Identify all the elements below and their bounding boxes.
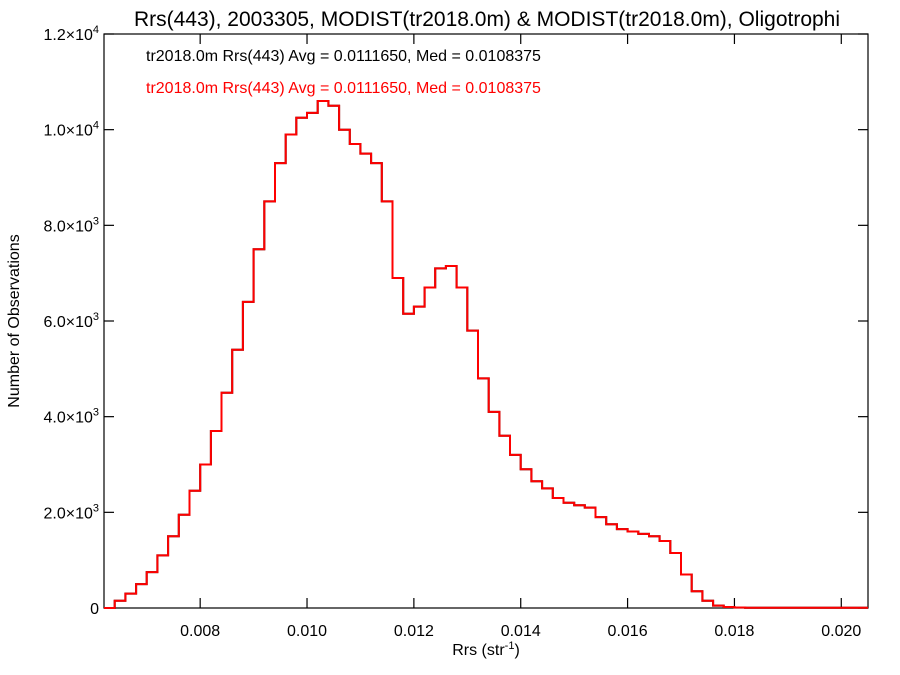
x-tick-label-2: 0.012	[394, 623, 434, 640]
x-tick-label-4: 0.016	[608, 623, 648, 640]
y-tick-label-5: 1.0×104	[43, 120, 99, 140]
chart-title: Rrs(443), 2003305, MODIST(tr2018.0m) & M…	[134, 8, 840, 31]
y-tick-label-6: 1.2×104	[43, 24, 99, 44]
x-tick-label-3: 0.014	[501, 623, 541, 640]
legend-entry-2: tr2018.0m Rrs(443) Avg = 0.0111650, Med …	[146, 80, 541, 97]
x-tick-label-5: 0.018	[714, 623, 754, 640]
x-tick-label-0: 0.008	[180, 623, 220, 640]
y-axis: 0 2.0×103 4.0×103 6.0×103 8.0×103 1.0×104 1.2×…	[43, 24, 868, 618]
x-axis-label: Rrs (str-1)	[452, 640, 520, 659]
y-tick-label-1: 2.0×103	[43, 502, 99, 522]
plot-frame	[103, 33, 869, 609]
y-tick-label-2: 4.0×103	[43, 407, 99, 427]
series-2-line	[104, 100, 868, 609]
y-axis-label: Number of Observations	[6, 234, 23, 407]
y-tick-label-0: 0	[90, 601, 99, 618]
legend-entry-1: tr2018.0m Rrs(443) Avg = 0.0111650, Med …	[146, 48, 541, 65]
x-axis: 0.008 0.010 0.012 0.014 0.016 0.018 0.020	[180, 34, 861, 640]
y-tick-label-4: 8.0×103	[43, 215, 99, 235]
series-1-line	[104, 100, 868, 609]
x-tick-label-1: 0.010	[287, 623, 327, 640]
y-tick-label-3: 6.0×103	[43, 311, 99, 331]
x-tick-label-6: 0.020	[821, 623, 861, 640]
series-layer	[104, 100, 868, 609]
